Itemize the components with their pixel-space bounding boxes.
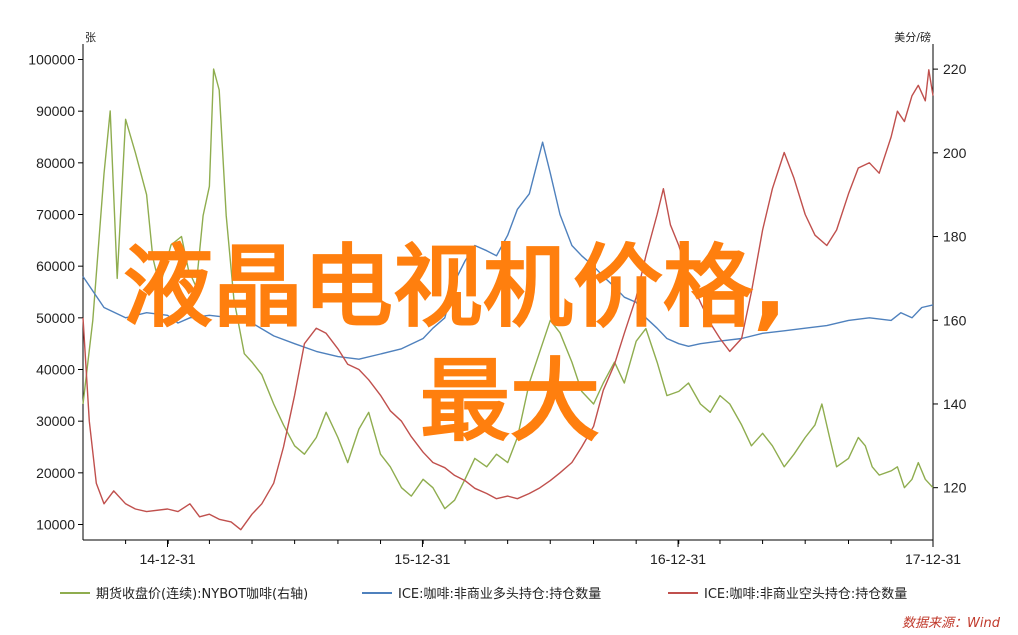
overlay-title: 液晶电视机价格,最大 — [123, 235, 787, 454]
x-tick-label: 15-12-31 — [394, 551, 450, 567]
left-tick-label: 10000 — [36, 517, 75, 533]
legend: 期货收盘价(连续):NYBOT咖啡(右轴) ICE:咖啡:非商业多头持仓:持仓数量… — [60, 586, 907, 602]
right-tick-label: 160 — [943, 312, 967, 328]
left-tick-label: 30000 — [36, 413, 75, 429]
series-line-3 — [82, 69, 934, 531]
left-tick-label: 60000 — [36, 258, 75, 274]
series-line-1 — [82, 68, 934, 510]
legend-label-3: ICE:咖啡:非商业空头持仓:持仓数量 — [704, 587, 907, 602]
left-tick-label: 90000 — [36, 103, 75, 119]
left-tick-label: 50000 — [36, 310, 75, 326]
left-tick-label: 80000 — [36, 155, 75, 171]
right-tick-label: 200 — [943, 145, 967, 161]
right-tick-label: 220 — [943, 61, 967, 77]
source-note: 数据来源：Wind — [902, 616, 1001, 631]
overlay-title-line-1: 液晶电视机价格, — [123, 235, 787, 340]
right-tick-label: 120 — [943, 480, 967, 496]
legend-label-2: ICE:咖啡:非商业多头持仓:持仓数量 — [398, 586, 601, 602]
legend-label-1: 期货收盘价(连续):NYBOT咖啡(右轴) — [96, 586, 308, 602]
x-tick-label: 17-12-31 — [905, 551, 961, 567]
x-tick-label: 16-12-31 — [650, 551, 706, 567]
left-tick-label: 70000 — [36, 207, 75, 223]
overlay-title-line-2: 最大 — [420, 349, 600, 454]
right-tick-label: 180 — [943, 229, 967, 245]
right-axis-unit: 美分/磅 — [894, 30, 931, 44]
left-tick-label: 40000 — [36, 362, 75, 378]
left-tick-label: 20000 — [36, 465, 75, 481]
right-tick-label: 140 — [943, 396, 967, 412]
series-lines — [82, 68, 934, 531]
left-axis-unit: 张 — [85, 31, 96, 44]
series-line-2 — [82, 141, 934, 360]
x-tick-label: 14-12-31 — [139, 551, 195, 567]
left-tick-label: 100000 — [28, 52, 75, 68]
axes: 10000 20000 30000 40000 50000 60000 70000 80000… — [28, 30, 966, 567]
